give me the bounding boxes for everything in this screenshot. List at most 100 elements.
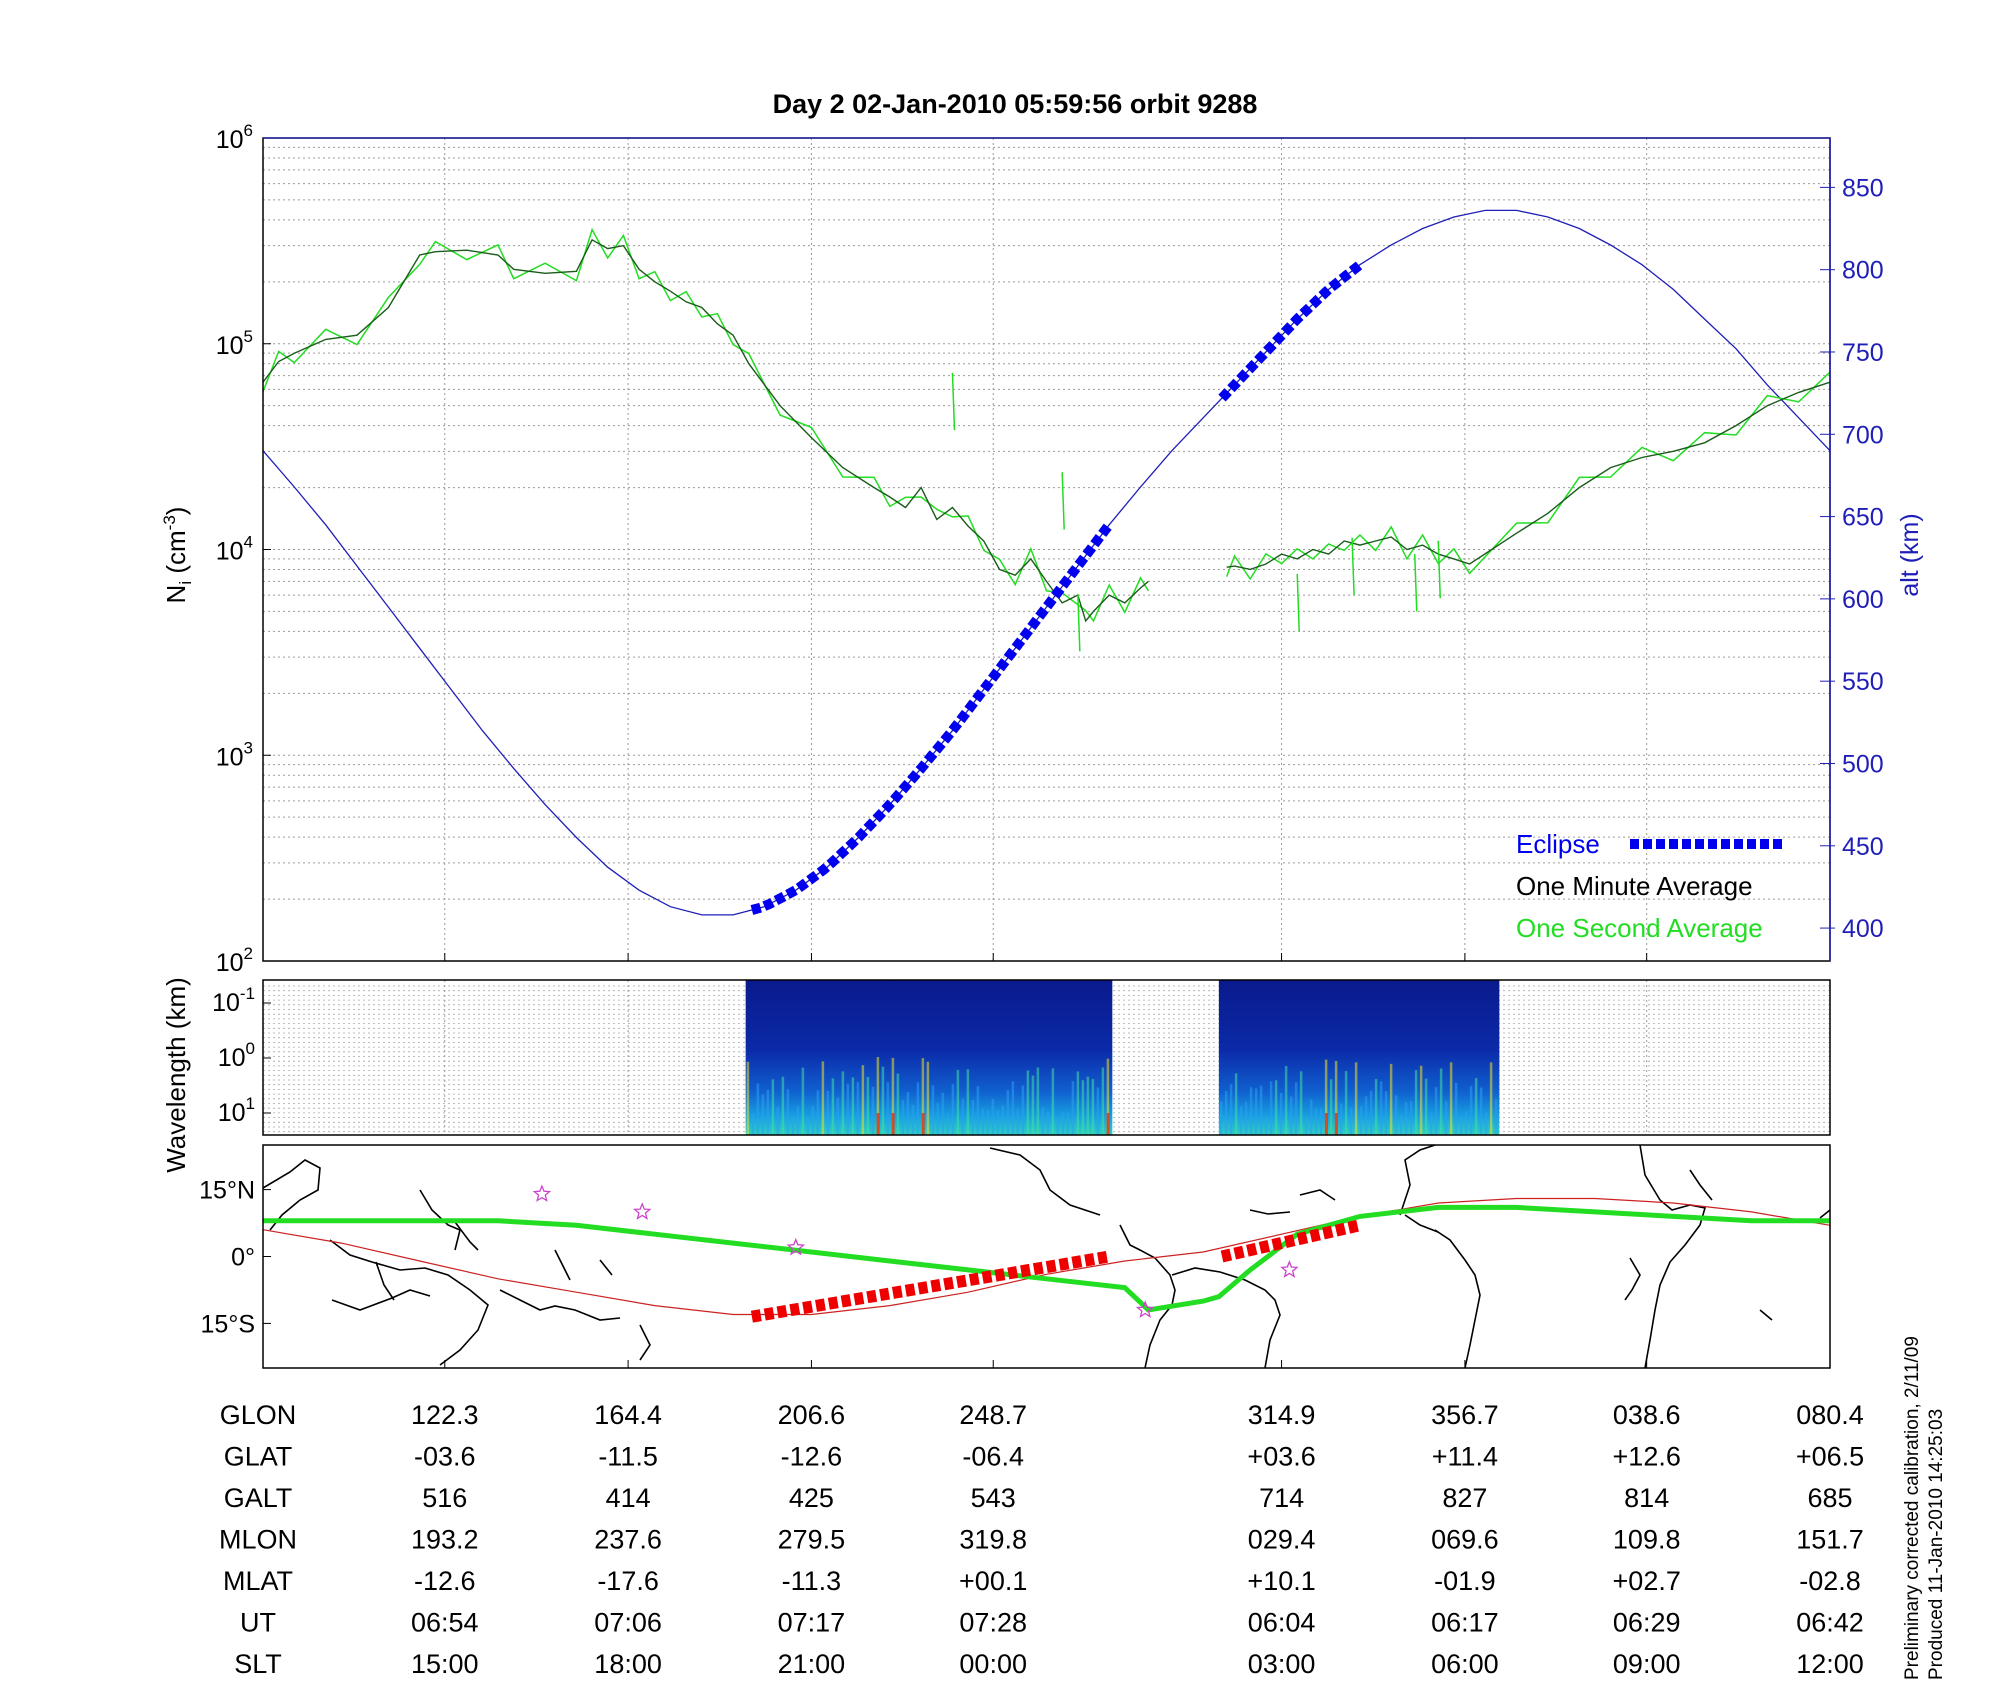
table-cell: +10.1 — [1247, 1566, 1315, 1596]
spectrogram-streak — [981, 1108, 985, 1135]
spectrogram-streak — [1244, 1102, 1248, 1135]
spectrogram-streak — [971, 1100, 975, 1135]
spectrogram-streak — [846, 1083, 850, 1135]
spectrogram-streak — [1219, 1101, 1223, 1135]
spectrogram-y-tick-label-base: 10 — [218, 1044, 246, 1072]
table-cell: 06:54 — [411, 1608, 479, 1638]
spectrogram-streak — [1479, 1087, 1483, 1135]
y-tick-label-exp: 6 — [244, 121, 253, 140]
table-cell: +00.1 — [959, 1566, 1027, 1596]
spectrogram-streak — [746, 1061, 750, 1135]
spectrogram-streak — [786, 1089, 790, 1135]
orbit-table: GLON 122.3 164.4 206.6 248.7 314.9 356.7 038.6 0… — [219, 1400, 1864, 1679]
spectrogram-streak — [956, 1069, 960, 1135]
spectrogram-streak — [1454, 1082, 1458, 1135]
table-cell: 279.5 — [778, 1525, 846, 1555]
spectrogram-streak — [1334, 1060, 1338, 1135]
spectrogram-streak — [1364, 1096, 1368, 1135]
coastline — [1171, 1267, 1281, 1369]
legend-label: Eclipse — [1516, 829, 1600, 859]
footnote-line2: Produced 11-Jan-2010 14:25:03 — [1926, 1409, 1947, 1680]
spectrogram-streak — [1001, 1105, 1005, 1135]
table-cell: 03:00 — [1248, 1649, 1316, 1679]
spectrogram-streak — [1036, 1067, 1040, 1135]
coastline — [1819, 1209, 1831, 1219]
one-second-spike — [1061, 472, 1065, 530]
table-row-label: GLAT — [224, 1442, 293, 1472]
table-cell: -12.6 — [414, 1566, 476, 1596]
table-cell: +06.5 — [1796, 1442, 1864, 1472]
coastline — [599, 1259, 613, 1276]
spectrogram-y-tick-label: 101 — [218, 1094, 255, 1127]
spectrogram-streak — [906, 1091, 910, 1135]
one-second-line — [1225, 371, 1831, 581]
spectrogram-streak — [1324, 1059, 1328, 1135]
magnetic-site-star — [786, 1237, 806, 1256]
footnote-line1: Preliminary corrected calibration, 2/11/… — [1902, 1336, 1923, 1680]
spectrogram-y-tick-label: 100 — [218, 1039, 255, 1072]
eclipse-segment — [1218, 260, 1364, 402]
spectrogram-streak — [1294, 1082, 1298, 1135]
coastlines — [262, 1144, 1831, 1369]
spectrogram-streak — [871, 1086, 875, 1135]
table-cell: 685 — [1807, 1483, 1852, 1513]
table-cell: 18:00 — [594, 1649, 662, 1679]
one-second-spike — [1351, 537, 1355, 596]
spectrogram-streak — [1299, 1071, 1303, 1135]
spectrogram-streak — [771, 1079, 775, 1135]
spectrogram-y-tick-label-base: 10 — [212, 989, 240, 1017]
coastline — [1624, 1257, 1641, 1301]
table-cell: -01.9 — [1434, 1566, 1496, 1596]
spectrogram-streak — [766, 1089, 770, 1135]
spectrogram-streak — [1429, 1112, 1433, 1135]
table-cell: 029.4 — [1248, 1525, 1316, 1555]
one-minute-line — [262, 238, 1149, 623]
spectrogram-streak — [1011, 1081, 1015, 1135]
ion-density-label-exp: -3 — [160, 515, 179, 530]
coastline — [499, 1289, 621, 1321]
map-y-tick-label: 15°N — [199, 1177, 255, 1205]
spectrogram-streak — [1484, 1112, 1488, 1135]
spectrogram-streak — [976, 1086, 980, 1135]
spectrogram-streak — [1354, 1062, 1358, 1135]
spectrogram-streak — [751, 1113, 755, 1135]
ground-track-line — [263, 1204, 1830, 1313]
spectrogram-streak — [1046, 1112, 1050, 1135]
table-row-label: MLAT — [223, 1566, 293, 1596]
spectrogram-streak — [1031, 1075, 1035, 1135]
spectrogram-streak — [941, 1092, 945, 1135]
coastline — [419, 1189, 461, 1251]
table-cell: 164.4 — [594, 1400, 662, 1430]
table-cell: 06:42 — [1796, 1608, 1864, 1638]
spectrogram-streak — [911, 1104, 915, 1135]
legend-label: One Minute Average — [1516, 871, 1753, 901]
spectrogram-y-tick-label-exp: 0 — [246, 1039, 255, 1058]
spectrogram-hotspot — [1324, 1113, 1328, 1135]
table-cell: 21:00 — [778, 1649, 846, 1679]
spectrogram-streak — [1264, 1115, 1268, 1135]
spectrogram-y-tick-label-exp: 1 — [246, 1094, 255, 1113]
altitude-tick-label: 450 — [1842, 833, 1884, 861]
table-cell: 06:29 — [1613, 1608, 1681, 1638]
coastline — [262, 1159, 321, 1231]
spectrogram-streak — [1071, 1081, 1075, 1135]
legend: Eclipse One Minute Average One Second Aver… — [1516, 829, 1782, 943]
spectrogram-streak — [1234, 1073, 1238, 1135]
spectrogram-hotspot — [921, 1113, 925, 1135]
coastline — [1404, 1214, 1439, 1233]
table-cell: -02.8 — [1799, 1566, 1861, 1596]
spectrogram-streak — [996, 1110, 1000, 1135]
spectrogram-streak — [1254, 1088, 1258, 1135]
spectrogram-grid — [263, 980, 1830, 1135]
chart-title: Day 2 02-Jan-2010 05:59:56 orbit 9288 — [773, 89, 1258, 119]
spectrogram-axis-label: Wavelength (km) — [161, 977, 191, 1173]
table-cell: 827 — [1442, 1483, 1487, 1513]
table-cell: 06:04 — [1248, 1608, 1316, 1638]
spectrogram-streak — [1056, 1115, 1060, 1135]
table-cell: 15:00 — [411, 1649, 479, 1679]
table-cell: +03.6 — [1247, 1442, 1315, 1472]
